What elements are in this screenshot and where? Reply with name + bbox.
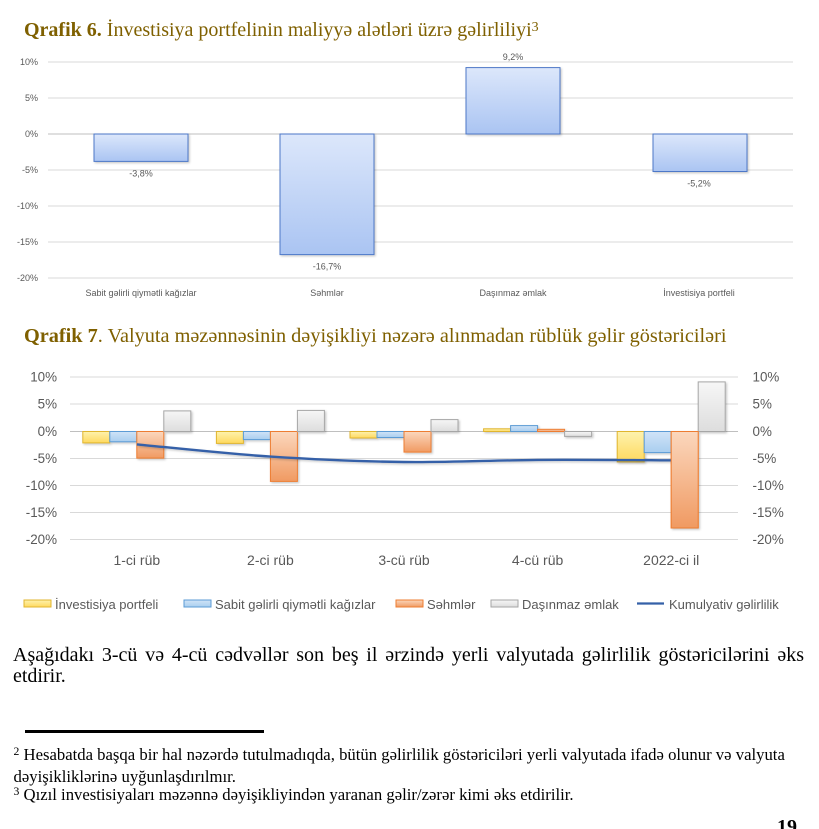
svg-text:Sabit gəlirli qiymətli kağızla: Sabit gəlirli qiymətli kağızlar [85, 288, 196, 298]
svg-text:3-cü rüb: 3-cü rüb [378, 552, 430, 568]
svg-text:-16,7%: -16,7% [313, 262, 342, 272]
svg-text:-20%: -20% [26, 532, 57, 547]
svg-text:5%: 5% [38, 397, 57, 412]
svg-text:0%: 0% [753, 424, 772, 439]
svg-text:Kumulyativ gəlirlilik: Kumulyativ gəlirlilik [669, 597, 779, 612]
svg-text:-5%: -5% [33, 451, 57, 466]
svg-text:-20%: -20% [17, 273, 38, 283]
svg-text:-15%: -15% [753, 505, 784, 520]
svg-text:Daşınmaz əmlak: Daşınmaz əmlak [479, 288, 547, 298]
svg-text:4-cü rüb: 4-cü rüb [512, 552, 564, 568]
svg-text:Səhmlər: Səhmlər [427, 597, 476, 612]
svg-text:1-ci rüb: 1-ci rüb [113, 552, 160, 568]
svg-text:5%: 5% [25, 93, 38, 103]
svg-text:İnvestisiya portfeli: İnvestisiya portfeli [663, 288, 735, 298]
svg-text:Daşınmaz əmlak: Daşınmaz əmlak [522, 597, 619, 612]
svg-text:Sabit gəlirli qiymətli kağızla: Sabit gəlirli qiymətli kağızlar [215, 597, 376, 612]
svg-text:-15%: -15% [26, 505, 57, 520]
svg-text:2-ci rüb: 2-ci rüb [247, 552, 294, 568]
svg-text:-10%: -10% [17, 201, 38, 211]
svg-text:10%: 10% [753, 370, 780, 385]
svg-text:0%: 0% [38, 424, 57, 439]
svg-text:-5%: -5% [753, 451, 777, 466]
svg-text:5%: 5% [753, 397, 772, 412]
svg-text:-10%: -10% [26, 478, 57, 493]
svg-text:0%: 0% [25, 129, 38, 139]
svg-text:Səhmlər: Səhmlər [310, 288, 344, 298]
svg-text:10%: 10% [30, 370, 57, 385]
svg-text:-15%: -15% [17, 237, 38, 247]
svg-text:-5%: -5% [22, 165, 38, 175]
svg-text:2022-ci il: 2022-ci il [643, 552, 699, 568]
svg-text:9,2%: 9,2% [503, 52, 524, 62]
svg-text:İnvestisiya portfeli: İnvestisiya portfeli [55, 597, 158, 612]
svg-text:-3,8%: -3,8% [129, 169, 153, 179]
svg-text:-5,2%: -5,2% [687, 179, 711, 189]
svg-text:-10%: -10% [753, 478, 784, 493]
svg-text:-20%: -20% [753, 532, 784, 547]
svg-text:10%: 10% [20, 57, 38, 67]
